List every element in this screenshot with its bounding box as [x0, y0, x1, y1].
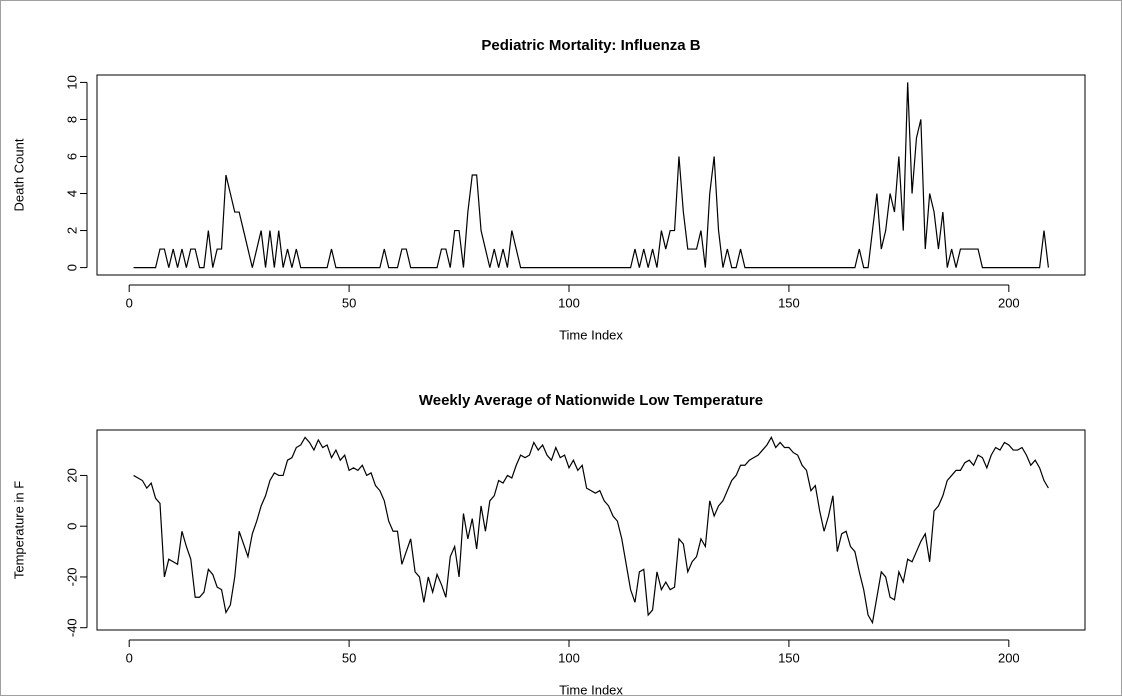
y-axis-label: Temperature in F: [11, 481, 26, 579]
x-tick-label: 150: [778, 295, 800, 310]
y-tick-label: 8: [64, 116, 79, 123]
plot-box: [96, 74, 1086, 276]
x-tick-label: 200: [998, 650, 1020, 665]
x-tick-label: 100: [558, 650, 580, 665]
x-axis-label: Time Index: [559, 327, 623, 342]
x-tick-label: 100: [558, 295, 580, 310]
chart-title: Pediatric Mortality: Influenza B: [481, 37, 700, 54]
y-tick-label: 10: [64, 75, 79, 89]
y-tick-label: 2: [64, 227, 79, 234]
x-tick-label: 150: [778, 650, 800, 665]
x-tick-label: 50: [342, 295, 356, 310]
y-tick-label: 0: [64, 523, 79, 530]
plot-box: [96, 429, 1086, 631]
y-tick-label: 0: [64, 264, 79, 271]
data-line: [133, 82, 1050, 269]
x-axis-label: Time Index: [559, 682, 623, 696]
x-tick-label: 200: [998, 295, 1020, 310]
y-tick-label: -40: [64, 618, 79, 637]
y-tick-label: 20: [64, 468, 79, 482]
x-tick-label: 50: [342, 650, 356, 665]
y-tick-label: 6: [64, 153, 79, 160]
chart-title: Weekly Average of Nationwide Low Tempera…: [419, 392, 763, 409]
x-tick-label: 0: [126, 295, 133, 310]
y-tick-label: -20: [64, 568, 79, 587]
y-axis-label: Death Count: [11, 138, 26, 211]
data-line: [133, 436, 1049, 625]
y-tick-label: 4: [64, 190, 79, 197]
x-tick-label: 0: [126, 650, 133, 665]
